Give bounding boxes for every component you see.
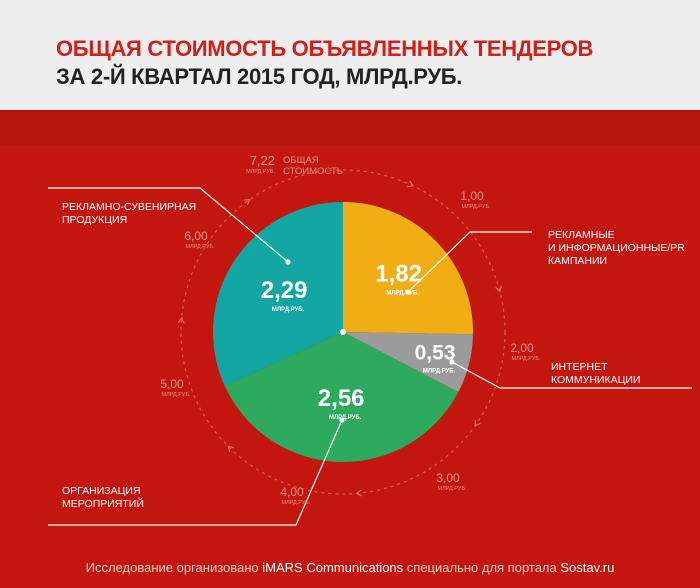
leader-line-2 (48, 419, 343, 526)
leader-dot-3 (285, 259, 291, 265)
scale-arrow (407, 180, 415, 188)
scale-tick-label: 2,00 (510, 341, 534, 355)
slice-unit-label: МЛРД.РУБ. (329, 415, 362, 421)
leader-line-1 (451, 361, 692, 389)
slice-value-label: 2,56 (318, 385, 365, 412)
category-label: КОММУНИКАЦИИ (551, 374, 640, 386)
scale-arrow-head (227, 445, 235, 453)
leader-dot-0 (405, 289, 411, 295)
footer-site: Sostav.ru (560, 560, 615, 575)
leader-line-3 (48, 187, 289, 263)
slice-value-label: 1,82 (375, 260, 422, 287)
scale-arrow (243, 198, 251, 206)
scale-tick-unit: МЛРД.РУБ. (512, 356, 541, 362)
scale-tick-label: 3,00 (436, 471, 460, 485)
scale-tick-label: 1,00 (460, 189, 484, 203)
header-band: ОБЩАЯ СТОИМОСТЬ ОБЪЯВЛЕННЫХ ТЕНДЕРОВ ЗА … (0, 0, 700, 110)
scale-tick-label: 6,00 (184, 229, 208, 243)
slice-unit-label: МЛРД.РУБ. (423, 368, 456, 374)
pie-slice-1 (343, 332, 473, 393)
scale-arrow (227, 445, 235, 453)
scale-ring (177, 169, 506, 497)
category-label: И ИНФОРМАЦИОННЫЕ/PR (548, 242, 685, 254)
slice-value-label: 2,29 (261, 277, 308, 304)
scale-arrow-head (407, 180, 415, 188)
category-label: ПРОДУКЦИЯ (62, 214, 127, 226)
category-label: ИНТЕРНЕТ (551, 361, 608, 373)
pie-slices (212, 202, 474, 462)
header-shadow-stripe (0, 110, 700, 146)
pie-slice-2 (224, 332, 459, 462)
total-value-label: 7,22 (250, 153, 275, 168)
footer-middle: специально для портала (403, 560, 561, 575)
scale-tick-unit: МЛРД.РУБ. (462, 204, 491, 210)
footer-credit: Исследование организовано iMARS Communic… (0, 560, 700, 575)
scale-tick-unit: МЛРД.РУБ. (162, 392, 191, 398)
scale-tick-label: 5,00 (160, 377, 184, 391)
scale-circle (180, 169, 506, 495)
leader-dot-2 (339, 417, 345, 423)
category-label: РЕКЛАМНО-СУВЕНИРНАЯ (62, 201, 196, 213)
scale-tick-unit: МЛРД.РУБ. (186, 244, 215, 250)
leader-lines (48, 187, 692, 526)
leader-line-0 (407, 231, 532, 293)
total-caption: ОБЩАЯ (283, 155, 319, 166)
scale-tick-unit: МЛРД.РУБ. (282, 500, 311, 506)
category-label: МЕРОПРИЯТИЙ (62, 497, 144, 510)
pie-slice-3 (212, 202, 343, 386)
total-caption: СТОИМОСТЬ (283, 166, 343, 177)
scale-arrow-head (474, 419, 481, 427)
scale-tick-label: 4,00 (280, 485, 304, 499)
scale-arrow (355, 489, 363, 497)
scale-arrow-head (177, 316, 185, 324)
scale-arrow (177, 316, 185, 324)
slice-unit-label: МЛРД.РУБ. (272, 307, 305, 313)
scale-arrow-head (495, 285, 503, 293)
total-unit-label: МЛРД.РУБ. (246, 169, 275, 175)
category-label: РЕКЛАМНЫЕ (548, 229, 615, 241)
chart-subtitle: ЗА 2-Й КВАРТАЛ 2015 ГОД, МЛРД.РУБ. (56, 64, 463, 89)
footer-brand: iMARS Communications (262, 560, 404, 575)
category-label: ОРГАНИЗАЦИЯ (62, 485, 141, 497)
slice-value-label: 0,53 (415, 341, 456, 364)
scale-arrow-head (355, 489, 363, 497)
chart-title: ОБЩАЯ СТОИМОСТЬ ОБЪЯВЛЕННЫХ ТЕНДЕРОВ (56, 36, 594, 61)
pie-center-dot (340, 329, 346, 335)
slice-unit-label: МЛРД.РУБ. (386, 290, 419, 296)
leader-dot-1 (449, 359, 455, 365)
category-label: КАМПАНИИ (548, 255, 607, 267)
scale-arrow (495, 285, 503, 293)
pie-slice-0 (343, 202, 474, 335)
scale-arrow (474, 419, 481, 427)
scale-tick-unit: МЛРД.РУБ. (438, 486, 467, 492)
scale-arrow-head (243, 198, 251, 206)
footer-prefix: Исследование организовано (85, 560, 263, 575)
